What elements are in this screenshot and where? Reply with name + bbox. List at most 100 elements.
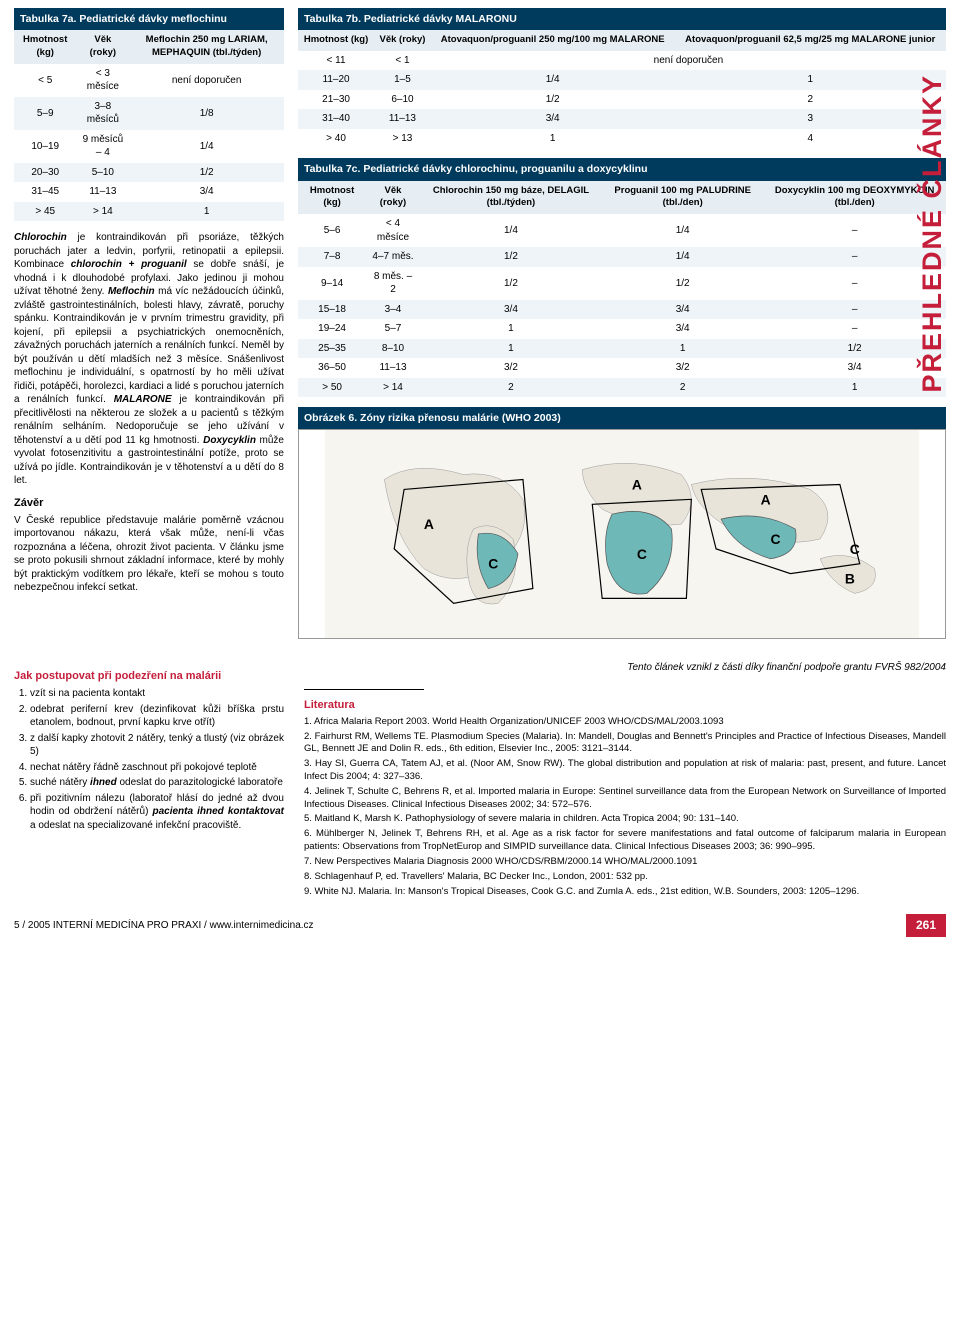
- table-cell: 1: [602, 339, 763, 359]
- table-cell: 1/2: [420, 267, 602, 300]
- table-cell: 15–18: [298, 300, 366, 320]
- table-7c: Hmotnost (kg) Věk (roky) Chlorochin 150 …: [298, 181, 946, 398]
- postup-list: vzít si na pacienta kontakt odebrat perif…: [14, 687, 284, 832]
- table-cell: 8 měs. – 2: [366, 267, 420, 300]
- postup-heading: Jak postupovat při podezření na malárii: [14, 669, 284, 684]
- table-cell: 1/2: [431, 90, 675, 110]
- t7c-col0: Hmotnost (kg): [298, 181, 366, 215]
- table-cell: 1/2: [602, 267, 763, 300]
- table-cell: > 50: [298, 378, 366, 398]
- table-cell: < 3 měsíce: [76, 64, 129, 97]
- postup-item: suché nátěry ihned odeslat do parazitolo…: [30, 776, 284, 790]
- table-cell: 2: [420, 378, 602, 398]
- table-cell: 4–7 měs.: [366, 247, 420, 267]
- zaver-heading: Závěr: [14, 496, 284, 511]
- svg-text:A: A: [632, 477, 642, 493]
- side-category-tab: PŘEHLEDNÉ ČLÁNKY: [911, 18, 953, 448]
- table-cell: 8–10: [366, 339, 420, 359]
- reference-item: 7. New Perspectives Malaria Diagnosis 20…: [304, 856, 946, 869]
- table-cell: 2: [675, 90, 946, 110]
- t7b-col3: Atovaquon/proguanil 62,5 mg/25 mg MALARO…: [675, 30, 946, 51]
- table-cell: 1: [420, 339, 602, 359]
- table-cell: 1: [431, 129, 675, 149]
- table-7c-title: Tabulka 7c. Pediatrické dávky chlorochin…: [298, 158, 946, 180]
- svg-text:A: A: [424, 517, 434, 533]
- table-cell: 25–35: [298, 339, 366, 359]
- table-cell: 31–45: [14, 182, 76, 202]
- svg-text:B: B: [845, 571, 855, 587]
- reference-item: 3. Hay SI, Guerra CA, Tatem AJ, et al. (…: [304, 758, 946, 784]
- reference-item: 6. Mühlberger N, Jelinek T, Behrens RH, …: [304, 828, 946, 854]
- table-cell: 9 měsíců – 4: [76, 130, 129, 163]
- table-cell: 1/4: [420, 214, 602, 247]
- table-cell: 3/4: [602, 319, 763, 339]
- references: 1. Africa Malaria Report 2003. World Hea…: [304, 716, 946, 899]
- table-cell: 3/4: [420, 300, 602, 320]
- postup-item: z další kapky zhotovit 2 nátěry, tenký a…: [30, 732, 284, 759]
- table-cell: 1/4: [602, 214, 763, 247]
- table-cell: 3/4: [602, 300, 763, 320]
- table-cell: 19–24: [298, 319, 366, 339]
- table-cell: není doporučen: [129, 64, 284, 97]
- t7a-col1: Věk (roky): [76, 30, 129, 64]
- table-cell: 11–13: [374, 109, 431, 129]
- side-category-text: PŘEHLEDNÉ ČLÁNKY: [914, 74, 950, 393]
- paragraph-chlorochin: Chlorochin je kontraindikován při psoriá…: [14, 231, 284, 488]
- table-cell: > 14: [76, 202, 129, 222]
- table-cell: 6–10: [374, 90, 431, 110]
- table-cell: < 11: [298, 51, 374, 71]
- postup-item: nechat nátěry řádně zaschnout při pokojo…: [30, 761, 284, 775]
- divider: [304, 689, 424, 690]
- zaver-text: V České republice představuje malárie po…: [14, 514, 284, 595]
- postup-item: vzít si na pacienta kontakt: [30, 687, 284, 701]
- t7a-col2: Meflochin 250 mg LARIAM, MEPHAQUIN (tbl.…: [129, 30, 284, 64]
- table-cell: 11–20: [298, 70, 374, 90]
- svg-text:C: C: [771, 531, 781, 547]
- t7b-col0: Hmotnost (kg): [298, 30, 374, 51]
- reference-item: 9. White NJ. Malaria. In: Manson's Tropi…: [304, 886, 946, 899]
- table-cell: 3/4: [431, 109, 675, 129]
- reference-item: 5. Maitland K, Marsh K. Pathophysiology …: [304, 813, 946, 826]
- reference-item: 8. Schlagenhauf P, ed. Travellers' Malar…: [304, 871, 946, 884]
- literature-heading: Literatura: [304, 698, 946, 713]
- footer-left: 5 / 2005 INTERNÍ MEDICÍNA PRO PRAXI / ww…: [14, 919, 314, 933]
- table-cell: 20–30: [14, 163, 76, 183]
- table-cell: 1/2: [129, 163, 284, 183]
- table-cell: 5–7: [366, 319, 420, 339]
- table-cell: < 4 měsíce: [366, 214, 420, 247]
- map-title: Obrázek 6. Zóny rizika přenosu malárie (…: [298, 407, 946, 429]
- table-cell: 1/4: [602, 247, 763, 267]
- postup-item: odebrat periferní krev (dezinfikovat kůž…: [30, 703, 284, 730]
- table-cell: 1–5: [374, 70, 431, 90]
- table-cell: 5–10: [76, 163, 129, 183]
- grant-text: Tento článek vznikl z části díky finančn…: [304, 661, 946, 675]
- table-cell: 3–4: [366, 300, 420, 320]
- table-cell: 3: [675, 109, 946, 129]
- table-cell: > 45: [14, 202, 76, 222]
- table-cell: 3/2: [602, 358, 763, 378]
- table-cell: 3/4: [129, 182, 284, 202]
- table-cell: 1/4: [431, 70, 675, 90]
- table-cell: 7–8: [298, 247, 366, 267]
- t7c-col1: Věk (roky): [366, 181, 420, 215]
- table-cell: 1: [420, 319, 602, 339]
- table-cell: 9–14: [298, 267, 366, 300]
- page-number: 261: [906, 914, 946, 936]
- table-cell: < 5: [14, 64, 76, 97]
- table-cell: není doporučen: [431, 51, 946, 71]
- table-7a-title: Tabulka 7a. Pediatrické dávky meflochinu: [14, 8, 284, 30]
- table-cell: 36–50: [298, 358, 366, 378]
- table-cell: 1: [129, 202, 284, 222]
- table-cell: 21–30: [298, 90, 374, 110]
- table-cell: > 14: [366, 378, 420, 398]
- svg-text:C: C: [850, 541, 860, 557]
- t7c-col3: Proguanil 100 mg PALUDRINE (tbl./den): [602, 181, 763, 215]
- table-cell: 5–9: [14, 97, 76, 130]
- malaria-map: A C A C A C B C: [298, 429, 946, 639]
- svg-text:C: C: [637, 546, 647, 562]
- reference-item: 1. Africa Malaria Report 2003. World Hea…: [304, 716, 946, 729]
- table-cell: 4: [675, 129, 946, 149]
- table-cell: 1/4: [129, 130, 284, 163]
- postup-item: při pozitivním nálezu (laboratoř hlásí d…: [30, 792, 284, 833]
- table-cell: 31–40: [298, 109, 374, 129]
